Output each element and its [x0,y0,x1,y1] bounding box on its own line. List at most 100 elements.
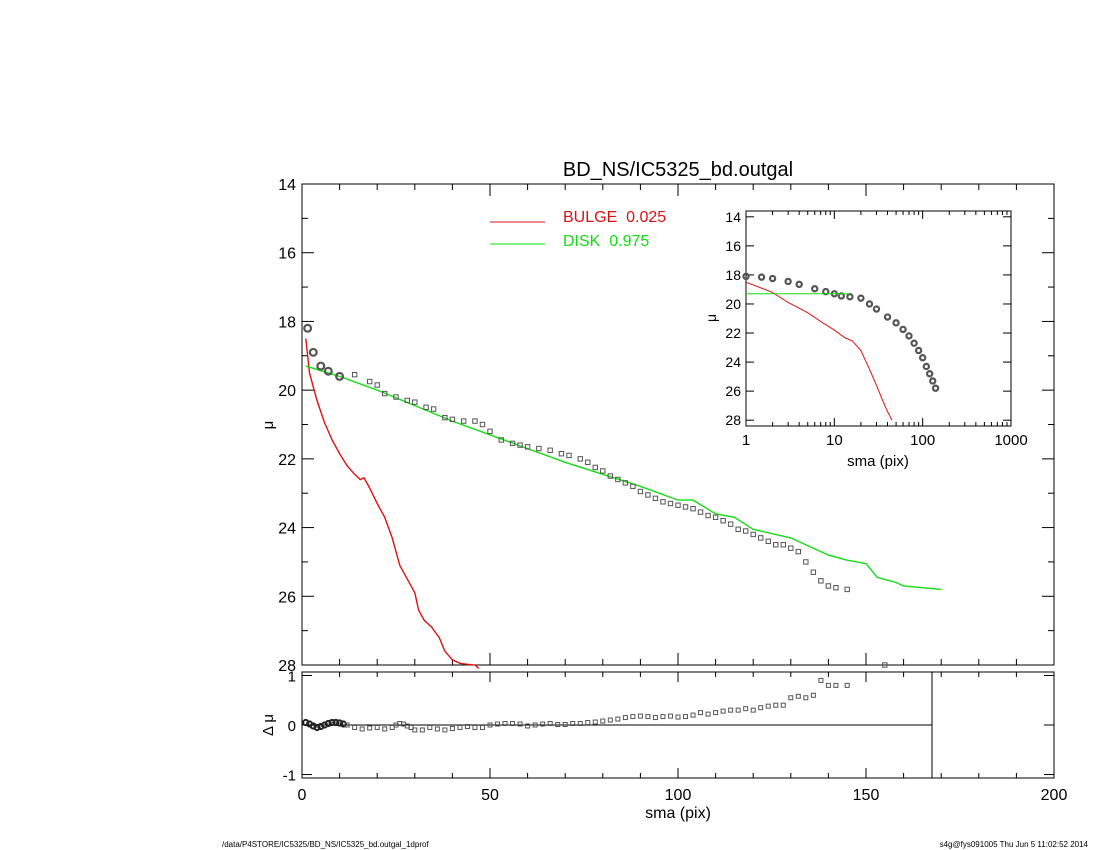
inset-y-tick-label: 22 [725,325,741,341]
main-data-point [645,492,651,498]
inset-x-tick-label: 1 [742,432,750,449]
main-data-point [517,442,523,448]
inset-y-ticks: 14 16 18 20 22 24 26 28 [725,209,1011,428]
main-data-point [374,382,380,388]
inset-data-point [892,319,900,327]
main-data-point [735,526,741,532]
inset-panel: μ sma (pix) 14 16 18 20 22 24 26 28 1 10 100 1000 [703,209,1028,470]
residual-data-point [592,719,598,725]
inset-y-tick-label: 28 [725,412,741,428]
residual-y-tick-label: 0 [288,718,296,735]
residual-data-point [419,727,425,733]
residual-data-point [464,723,470,729]
inset-y-tick-label: 14 [725,209,741,225]
residual-data-point [750,707,756,713]
residual-data-point [720,708,726,714]
inset-data-point [929,377,937,385]
residual-data-point [773,702,779,708]
main-data-point [697,509,704,515]
residual-data-point [833,682,839,688]
main-data-point [607,473,614,479]
main-data-point [795,548,802,555]
main-y-tick-label: 20 [278,383,296,400]
main-data-point [479,421,486,428]
main-data-point [712,514,719,520]
main-data-point [566,452,572,459]
main-data-point [460,418,467,424]
residual-data-point [728,707,734,713]
main-data-point [758,535,764,541]
main-data-point [323,366,333,376]
inset-y-tick-label: 24 [725,354,741,370]
residual-data-point [705,711,711,717]
inset-series-line-1 [745,281,893,421]
residual-data-point [412,727,418,733]
inset-data-point [742,272,750,281]
main-data-point [615,476,621,483]
residual-data-point [803,695,809,701]
main-data-point [412,399,418,405]
residual-data-point [510,721,516,727]
inset-y-tick-label: 16 [725,238,741,254]
inset-x-tick-label: 1000 [994,432,1027,449]
inset-x-ticks: 1 10 100 1000 [742,211,1028,449]
x-tick-label: 200 [1041,787,1068,804]
residual-data-point [652,715,658,721]
main-data-point [577,456,583,462]
inset-x-tick-label: 10 [826,432,843,449]
residual-y-axis-label: Δ μ [260,714,277,736]
main-data-point [442,414,448,421]
main-y-tick-label: 16 [278,246,296,263]
residual-data-point [434,726,440,732]
main-data-point [622,480,629,486]
main-data-point [720,518,726,524]
inset-data-point [914,346,923,355]
residual-data-point [555,722,561,728]
residual-data-point [442,727,448,733]
main-data-point [536,445,542,452]
legend-bulge-label: BULGE 0.025 [563,209,666,226]
residual-data-point [683,714,689,720]
inset-data-point [872,305,881,313]
inset-y-tick-label: 26 [725,383,741,399]
residual-data-point [660,714,666,720]
x-tick-label: 100 [665,787,692,804]
residual-panel: Δ μ sma (pix) 10-1 0 50 100 150 200 [260,668,1067,822]
inset-data-point [768,274,777,283]
x-tick-label: 150 [853,787,880,804]
main-data-point [844,586,850,593]
residual-data-point [487,722,493,728]
residual-data-point [758,705,764,711]
main-data-point [393,394,399,400]
residual-data-point [622,715,628,721]
main-data-point [498,437,504,443]
main-series-group [303,323,942,669]
residual-data-point [547,721,553,727]
main-data-point [487,428,493,435]
inset-x-tick-label: 100 [910,432,935,449]
main-data-point [382,390,388,397]
main-data-point [667,500,674,507]
main-data-point [803,559,809,565]
main-data-point [705,512,711,519]
residual-data-point [313,723,321,732]
residual-data-point [336,719,344,727]
residual-data-point [540,721,546,727]
residual-data-point [457,724,463,730]
inset-data-point [811,285,819,293]
main-data-point [788,545,794,551]
residual-data-point [630,714,636,720]
legend: BULGE 0.025 DISK 0.975 [490,209,666,250]
residual-data-point [382,726,388,732]
residual-series-group [302,677,850,733]
main-data-point [472,418,478,424]
residual-data-point [332,718,340,727]
main-data-point [366,378,373,385]
residual-data-point [562,722,568,728]
inset-data-point [910,339,918,347]
residual-data-point [495,721,501,727]
residual-data-point [690,712,696,718]
inset-series-group [742,272,940,421]
residual-data-point [795,693,801,699]
